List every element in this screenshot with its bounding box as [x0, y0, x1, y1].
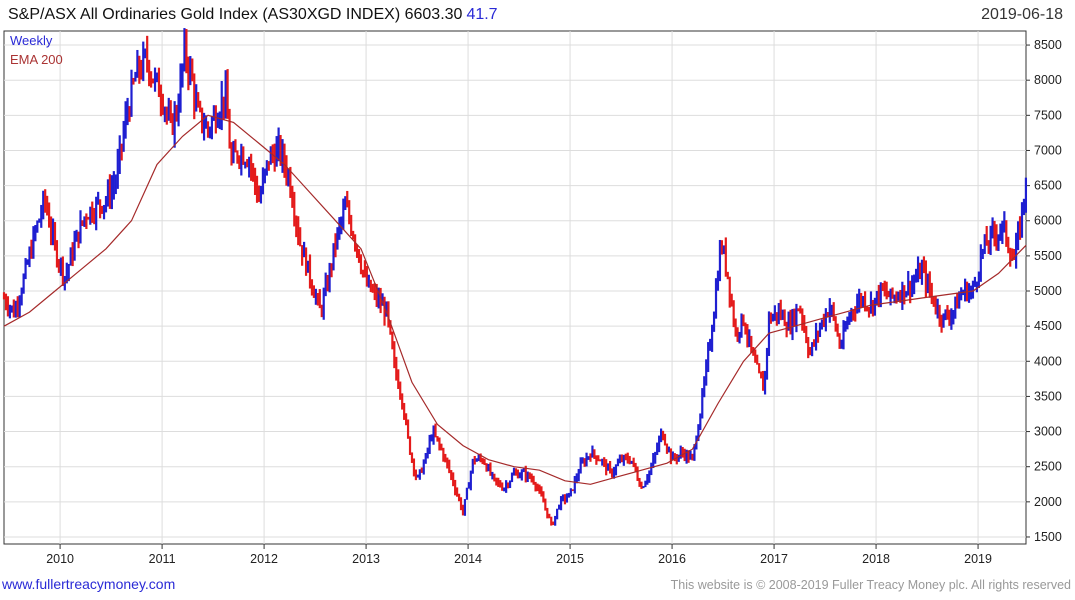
- y-tick-label: 6000: [1034, 214, 1062, 228]
- y-tick-label: 3000: [1034, 425, 1062, 439]
- title-text: S&P/ASX All Ordinaries Gold Index (AS30X…: [8, 6, 463, 23]
- y-axis: 1500 2000 2500 3000 3500 4000 4500 5000 5500 6000…: [1026, 38, 1062, 544]
- weekly-bars: [2, 28, 1028, 526]
- y-tick-label: 1500: [1034, 530, 1062, 544]
- y-tick-label: 2500: [1034, 460, 1062, 474]
- y-tick-label: 3500: [1034, 389, 1062, 403]
- legend-ema-200: EMA 200: [10, 52, 63, 67]
- x-tick-label: 2011: [149, 552, 176, 566]
- x-tick-label: 2017: [760, 552, 788, 566]
- x-tick-label: 2013: [352, 552, 380, 566]
- y-tick-label: 2000: [1034, 495, 1062, 509]
- y-tick-label: 6500: [1034, 179, 1062, 193]
- y-tick-label: 4500: [1034, 319, 1062, 333]
- legend-weekly: Weekly: [10, 33, 53, 48]
- x-tick-label: 2012: [250, 552, 278, 566]
- price-change: 41.7: [466, 6, 498, 23]
- y-tick-label: 8000: [1034, 73, 1062, 87]
- y-tick-label: 5000: [1034, 284, 1062, 298]
- y-tick-label: 4000: [1034, 354, 1062, 368]
- plot-frame: [3, 30, 1027, 545]
- ema-200-line: [3, 114, 1027, 485]
- y-tick-label: 7500: [1034, 108, 1062, 122]
- x-tick-label: 2010: [46, 552, 74, 566]
- grid: [4, 31, 1026, 544]
- x-tick-label: 2015: [556, 552, 584, 566]
- chart-date: 2019-06-18: [981, 6, 1063, 23]
- x-axis: 2010 2011 2012 2013 2014 2015 2016 2017 2018 2019: [46, 544, 992, 566]
- y-tick-label: 8500: [1034, 38, 1062, 52]
- x-tick-label: 2016: [658, 552, 686, 566]
- x-tick-label: 2014: [454, 552, 482, 566]
- y-tick-label: 5500: [1034, 249, 1062, 263]
- chart-title: S&P/ASX All Ordinaries Gold Index (AS30X…: [8, 6, 498, 24]
- y-tick-label: 7000: [1034, 143, 1062, 157]
- footer-website-link[interactable]: www.fullertreacymoney.com: [2, 576, 176, 592]
- x-tick-label: 2019: [964, 552, 992, 566]
- footer-copyright: This website is © 2008-2019 Fuller Treac…: [670, 578, 1071, 592]
- x-tick-label: 2018: [862, 552, 890, 566]
